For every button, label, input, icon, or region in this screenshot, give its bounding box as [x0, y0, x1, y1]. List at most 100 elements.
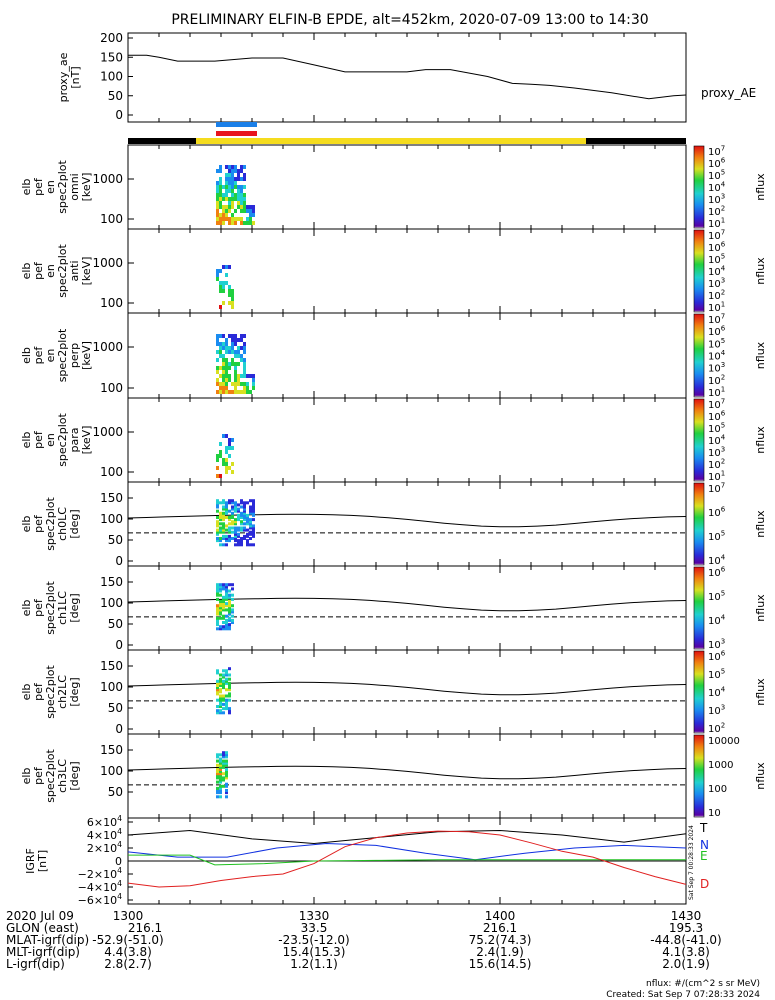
- spectrogram-pixel: [228, 181, 231, 185]
- spectrogram-pixel: [216, 209, 219, 213]
- spectrogram-pixel: [216, 474, 219, 478]
- glon-1430: 195.3: [669, 921, 703, 935]
- ylabel-line: ch0LC: [56, 507, 69, 541]
- spectrogram-pixel: [216, 503, 219, 507]
- figure-title: PRELIMINARY ELFIN-B EPDE, alt=452km, 202…: [171, 12, 648, 28]
- spectrogram-pixel: [219, 770, 222, 774]
- row-label-mlat: MLAT-igrf(dip): [6, 933, 89, 947]
- igrf-label-e: E: [700, 849, 708, 863]
- pitch-angle-panel-frame: [127, 649, 687, 735]
- spectrogram-pixel: [225, 205, 228, 209]
- spectrogram-pixel: [234, 507, 237, 511]
- spectrogram-pixel: [219, 450, 222, 454]
- pitch-angle-panel-ylabel: elb pef spec2plot ch2LC [deg]: [20, 665, 81, 719]
- spectrogram-pixel: [237, 185, 240, 189]
- spectrogram-pixel: [219, 589, 222, 593]
- spectrogram-pixel: [252, 213, 255, 217]
- colorbar-tick-label: 10000: [708, 736, 740, 747]
- spectrogram-pixel: [216, 370, 219, 374]
- flag-bar-dark-right: [586, 138, 686, 144]
- spectrogram-pixel: [225, 362, 228, 366]
- spectrogram-pixel: [243, 522, 246, 526]
- spectrogram-pixel: [240, 209, 243, 213]
- spectrogram-pixel: [243, 366, 246, 370]
- spectrogram-pixel: [231, 507, 234, 511]
- spectrogram-pixel: [249, 518, 252, 522]
- ytick-label: 100: [100, 465, 123, 479]
- colorbar-tick-label: 102: [708, 289, 725, 303]
- colorbar-tick-label: 103: [708, 446, 725, 460]
- colorbar-tick-label: 106: [708, 566, 726, 580]
- spectrogram-pixel: [231, 346, 234, 350]
- spectrogram-pixel: [222, 602, 225, 606]
- spectrogram-pixel: [222, 763, 225, 767]
- bounce-loss-cone-line: [127, 681, 687, 696]
- ytick-label: 100: [100, 512, 123, 526]
- spectrogram-pixel: [237, 534, 240, 538]
- spectrogram-pixel: [252, 507, 255, 511]
- colorbar-label: nflux: [754, 426, 767, 454]
- spectrogram-pixel: [216, 774, 219, 778]
- spectrogram-pixel: [231, 462, 234, 466]
- ylabel-line: elb: [20, 432, 33, 449]
- spectrogram-pixel: [231, 189, 234, 193]
- spectrogram-pixel: [225, 466, 228, 470]
- spectrogram-pixel: [225, 677, 228, 681]
- ylabel-line: pef: [32, 261, 45, 280]
- spectrogram-pixel: [225, 470, 228, 474]
- spectrogram-pixel: [225, 795, 228, 799]
- spectrogram-pixel: [228, 595, 231, 599]
- spectrogram-pixel: [237, 169, 240, 173]
- spectrogram-pixel: [222, 342, 225, 346]
- ytick-label: 150: [100, 659, 123, 673]
- spectrogram-pixel: [237, 346, 240, 350]
- spectrogram-pixel: [252, 509, 255, 513]
- spectrogram-pixel: [243, 511, 246, 515]
- spectrogram-pixel: [246, 374, 249, 378]
- ytick-label: 6×104: [87, 814, 122, 829]
- spectrogram-pixel: [216, 776, 219, 780]
- spectrogram-pixel: [222, 362, 225, 366]
- spectrogram-pixel: [246, 534, 249, 538]
- ylabel-line: ch2LC: [56, 675, 69, 709]
- spectrogram-pixel: [228, 522, 231, 526]
- l-1330: 1.2(1.1): [290, 957, 338, 971]
- spectrogram-pixel: [231, 390, 234, 394]
- spectrogram-pixel: [234, 537, 237, 540]
- colorbar: [693, 229, 705, 313]
- colorbar-tick-label: 101: [708, 386, 725, 400]
- colorbar-tick-label: 103: [708, 361, 725, 375]
- spectrogram-pixel: [225, 698, 228, 702]
- spectrogram-pixel: [231, 382, 234, 386]
- spectrogram-pixel: [222, 616, 225, 620]
- spectrogram-pixel: [237, 539, 240, 543]
- spectrogram-pixel: [216, 690, 219, 694]
- spectrogram-pixel: [228, 221, 231, 225]
- spectrogram-pixel: [225, 707, 228, 711]
- ylabel-line: spec2plot: [44, 665, 57, 719]
- spectrogram-pixel: [219, 627, 222, 631]
- spectrogram-pixel: [237, 528, 240, 532]
- pitch-angle-panel-ylabel: elb pef spec2plot ch3LC [deg]: [20, 749, 81, 803]
- spectrogram-pixel: [219, 711, 222, 715]
- spectrogram-pixel: [225, 625, 228, 629]
- spectrogram-pixel: [231, 221, 234, 225]
- proxy-ae-frame: [127, 32, 687, 123]
- spectrogram-pixel: [234, 505, 237, 509]
- bounce-loss-cone-line: [127, 513, 687, 528]
- spectrogram-pixel: [216, 338, 219, 342]
- spectrogram-pixel: [225, 213, 228, 217]
- spectrogram-pixel: [249, 511, 252, 515]
- spectrogram-pixel: [219, 681, 222, 685]
- spectrogram-pixel: [243, 386, 246, 390]
- spectrogram-pixel: [216, 522, 219, 526]
- spectrogram-pixel: [237, 177, 240, 181]
- spectrogram-pixel: [216, 612, 219, 616]
- ylabel-line: omni: [68, 173, 81, 200]
- spectrogram-pixel: [246, 528, 249, 532]
- spectrogram-pixel: [219, 600, 222, 603]
- spectrogram-pixel: [222, 462, 225, 466]
- spectrogram-pixel: [219, 181, 222, 185]
- spectrogram-pixel: [222, 621, 225, 624]
- energy-panel-frame: [127, 144, 687, 230]
